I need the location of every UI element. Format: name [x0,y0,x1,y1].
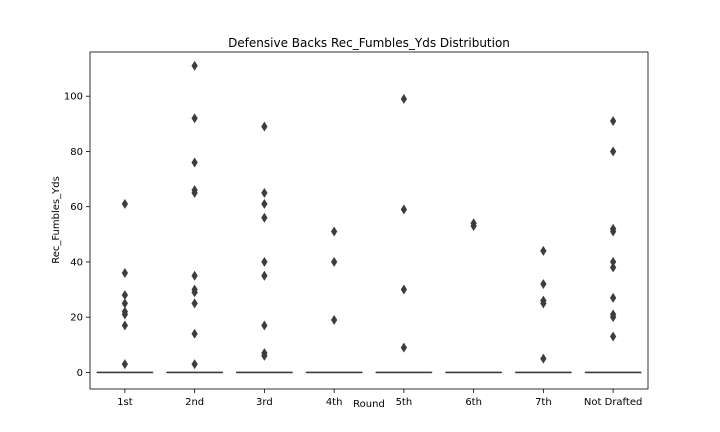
outlier-point [609,312,617,323]
outlier-point [400,342,408,353]
outlier-point [330,226,338,237]
outlier-point [261,198,268,209]
x-tick-label: 3rd [256,397,273,408]
outlier-point [191,270,198,281]
x-tick-label: 2nd [185,397,204,408]
box-group [96,198,154,374]
outlier-point [261,187,268,198]
outlier-point [191,113,198,124]
box-group [166,60,224,374]
outlier-point [470,221,477,231]
outlier-point [330,314,338,325]
outlier-point [191,328,198,339]
outlier-point [261,256,268,267]
outlier-point [261,270,268,281]
y-tick-label: 20 [70,313,83,324]
x-tick-label: 6th [465,397,482,408]
outlier-point [540,279,547,289]
outlier-point [121,359,129,370]
y-axis: 0 20 40 60 80 100 [64,92,90,379]
outlier-point [191,60,198,71]
outlier-point [121,298,129,309]
outlier-point [609,292,617,303]
outlier-point [191,298,198,309]
outlier-point [609,116,617,127]
outlier-point [400,204,408,215]
outlier-point [191,287,198,298]
outlier-point [540,245,547,256]
y-tick-label: 60 [70,202,83,213]
box-group [584,116,642,374]
box-group [235,121,293,374]
y-axis-label: Rec_Fumbles_Yds [51,176,62,264]
plot-area [89,51,649,390]
outlier-point [540,353,547,364]
outlier-point [121,320,129,331]
x-tick-label: 5th [396,397,413,408]
chart-title: Defensive Backs Rec_Fumbles_Yds Distribu… [228,36,510,50]
outlier-point [609,331,617,342]
outlier-point [261,212,268,223]
x-tick-label: Not Drafted [584,397,642,408]
outlier-point [609,226,617,237]
box-group [375,94,433,374]
outlier-point [330,256,338,267]
outlier-point [121,268,129,278]
outlier-point [191,187,198,198]
outlier-point [121,309,129,320]
x-axis: 1st 2nd 3rd 4th 5th 6th 7th Not Drafted [117,389,642,408]
box-group [305,226,363,374]
box-group [445,218,503,374]
outlier-point [191,359,198,370]
outlier-point [540,298,547,309]
outlier-point [400,284,408,295]
x-tick-label: 4th [326,397,343,408]
outlier-point [191,157,198,168]
y-tick-label: 0 [77,368,83,379]
outlier-point [261,121,268,132]
outlier-point [400,94,408,104]
x-axis-label: Round [353,399,385,410]
outlier-point [609,146,617,157]
box-plots [96,60,642,374]
x-tick-label: 7th [535,397,552,408]
x-tick-label: 1st [117,397,133,408]
y-tick-label: 100 [64,92,83,103]
y-tick-label: 80 [70,147,83,158]
y-tick-label: 40 [70,257,83,268]
outlier-point [121,198,129,209]
box-group [514,245,572,374]
outlier-point [261,350,268,361]
outlier-point [261,320,268,331]
outlier-point [609,262,617,273]
outlier-point [121,290,129,301]
